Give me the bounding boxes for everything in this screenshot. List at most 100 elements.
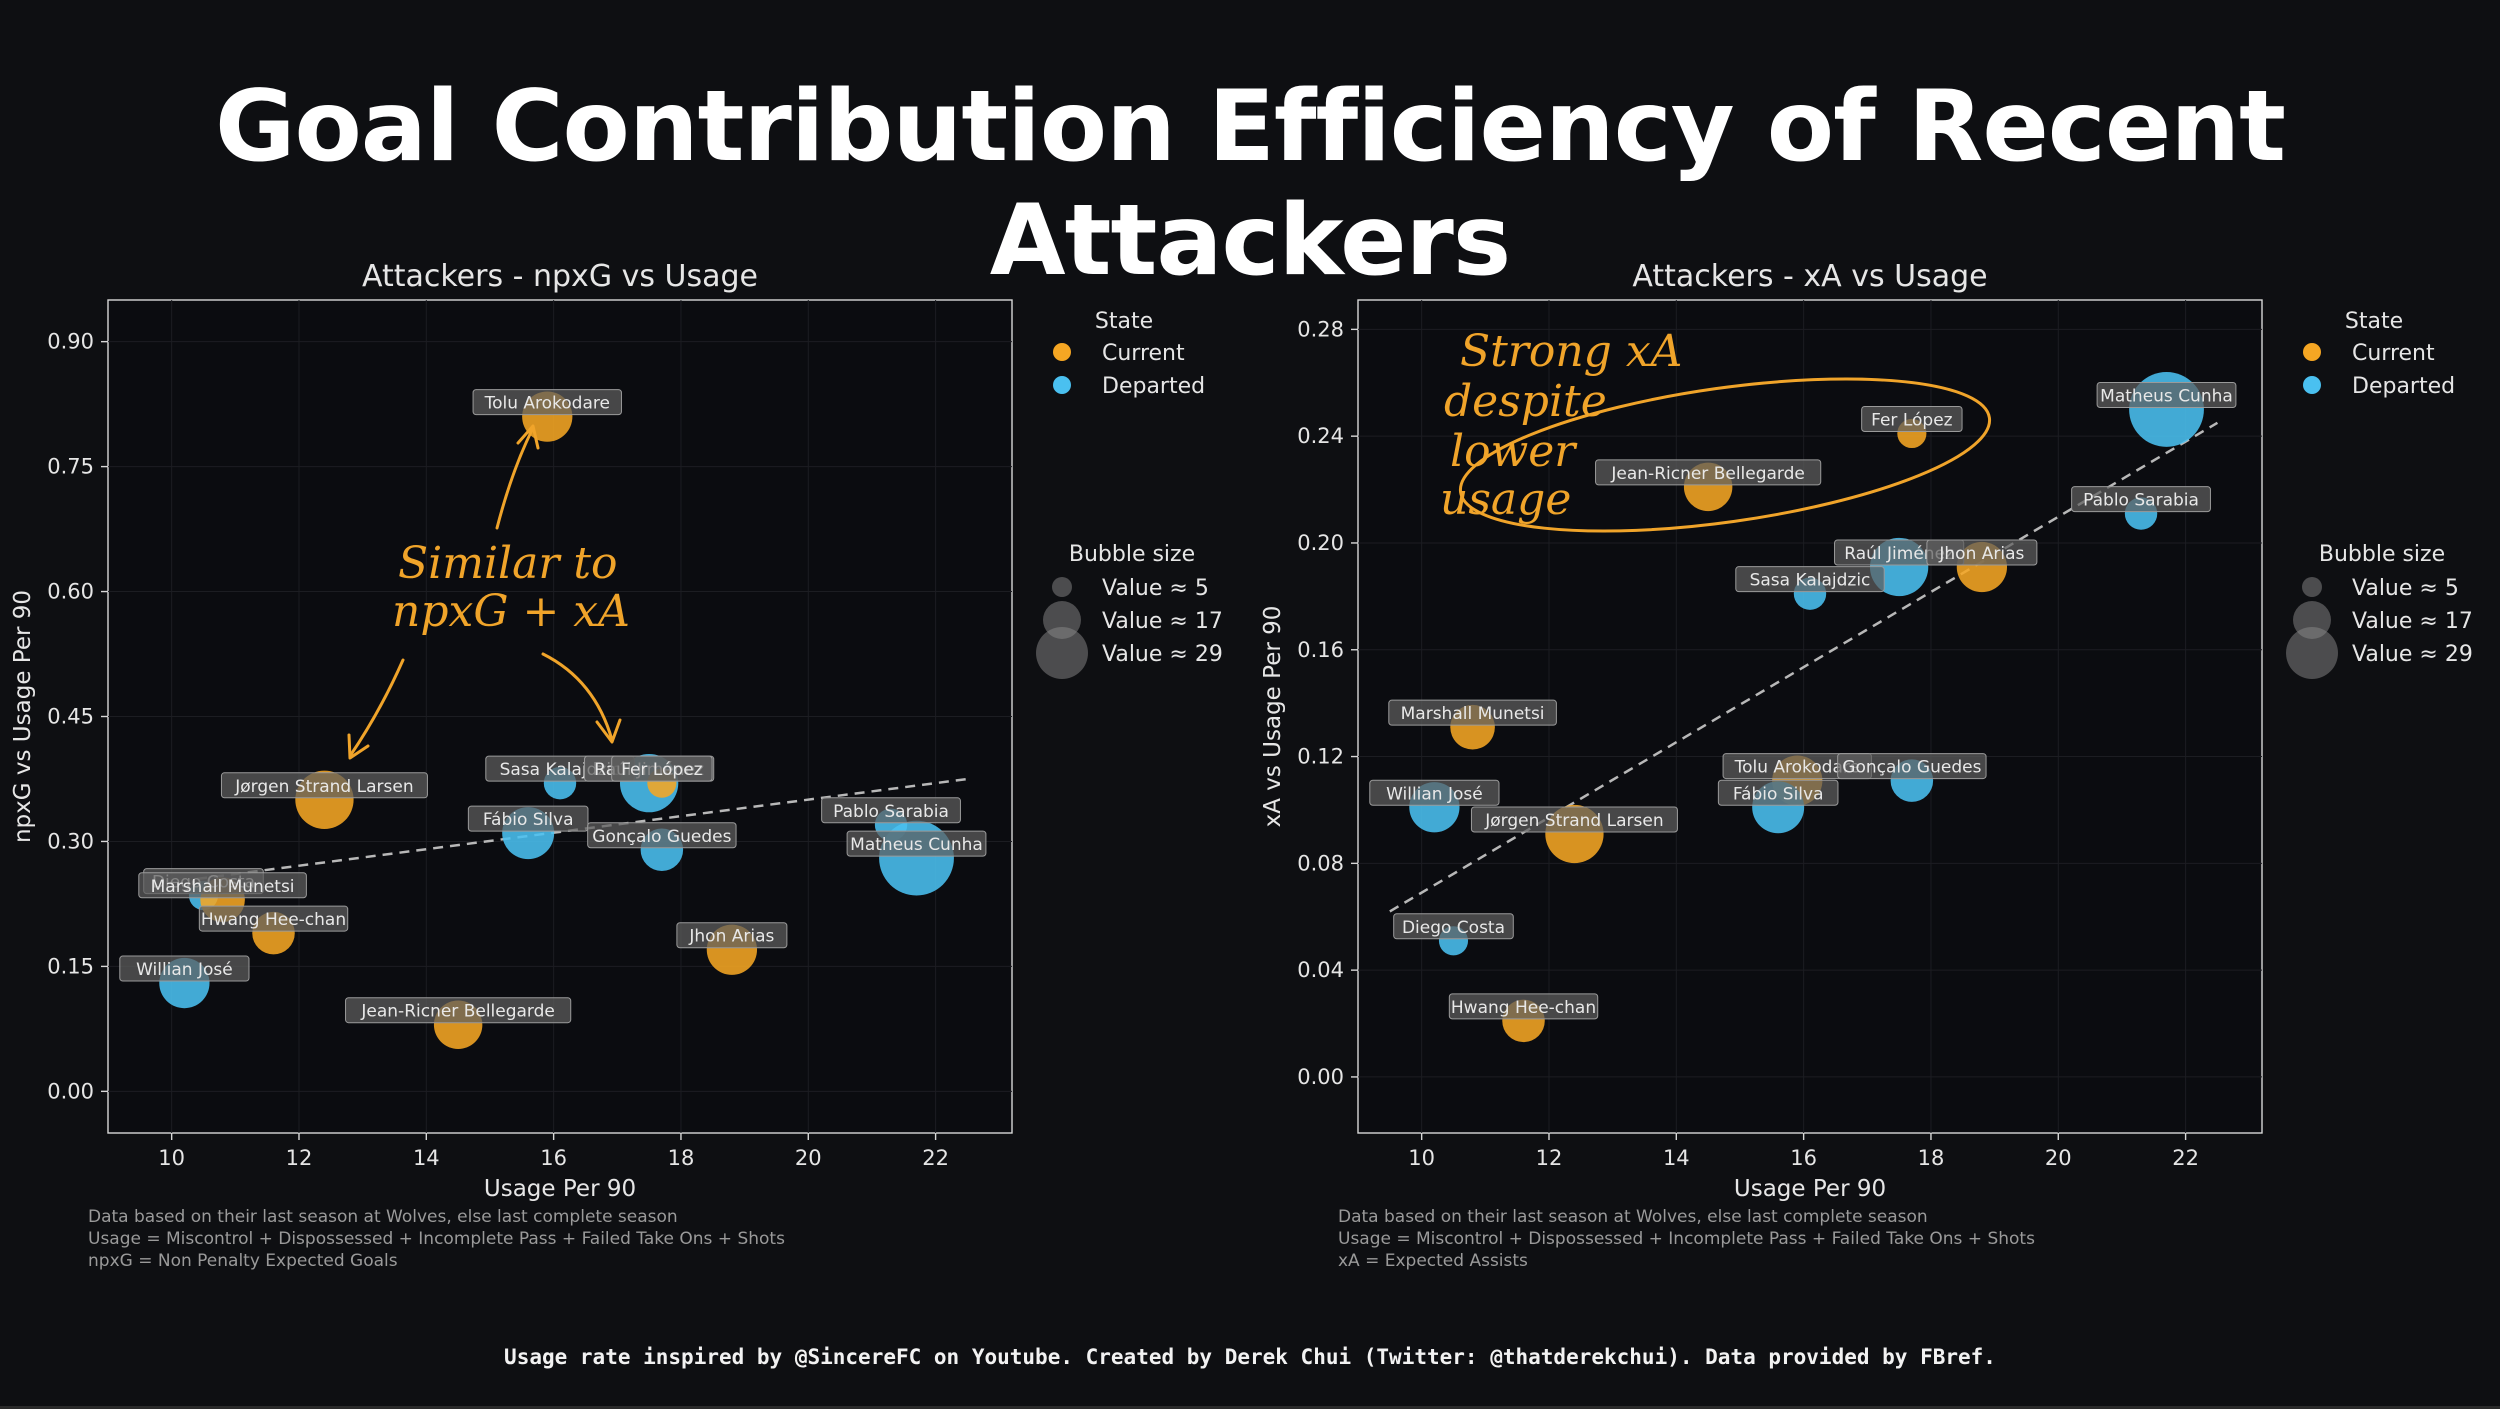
y-tick-label: 0.24: [1297, 424, 1344, 448]
chart-note: Data based on their last season at Wolve…: [1338, 1207, 1928, 1227]
x-axis-label: Usage Per 90: [1734, 1176, 1886, 1202]
x-tick-label: 18: [668, 1146, 695, 1170]
point-label: Fábio Silva: [467, 805, 589, 832]
chart-title: Attackers - npxG vs Usage: [362, 259, 758, 294]
legend-swatch-current: [2303, 343, 2321, 361]
label-text: Willian José: [136, 960, 233, 980]
y-tick-label: 0.75: [47, 455, 94, 479]
label-box: [220, 772, 428, 799]
x-tick-label: 18: [1918, 1146, 1945, 1170]
legend-swatch-departed: [2303, 376, 2321, 394]
label-box: [1717, 779, 1839, 806]
y-tick-label: 0.90: [47, 330, 94, 354]
legend-size-label: Value ≈ 5: [1102, 576, 1209, 601]
point-label: Matheus Cunha: [846, 830, 987, 857]
label-text: Fábio Silva: [483, 810, 574, 830]
label-text: Willian José: [1386, 784, 1483, 804]
label-text: Sasa Kalajdzic: [1750, 571, 1871, 591]
y-tick-label: 0.08: [1297, 851, 1344, 875]
x-tick-label: 10: [158, 1146, 185, 1170]
label-box: [138, 872, 307, 899]
chart-note: Usage = Miscontrol + Dispossessed + Inco…: [1338, 1229, 2035, 1249]
point-label: Gonçalo Guedes: [587, 822, 737, 849]
point-label: Pablo Sarabia: [2071, 486, 2211, 513]
footer-credit: Usage rate inspired by @SincereFC on You…: [504, 1345, 1996, 1369]
x-tick-label: 14: [1663, 1146, 1690, 1170]
label-box: [587, 822, 737, 849]
legend-size-label: Value ≈ 29: [2352, 642, 2473, 667]
point-label: Sasa Kalajdzic: [1735, 566, 1885, 593]
arrow-down-left-icon: [348, 658, 405, 758]
point-label: Fer López: [1861, 405, 1963, 432]
chart-note: npxG = Non Penalty Expected Goals: [88, 1251, 398, 1271]
legend-size-title: Bubble size: [1069, 542, 1195, 567]
label-box: [1388, 699, 1557, 726]
label-text: Tolu Arokodare: [1734, 758, 1860, 778]
label-text: Pablo Sarabia: [2083, 491, 2199, 511]
point-label: Gonçalo Guedes: [1837, 753, 1987, 780]
annotation-text: npxG + xA: [392, 586, 630, 637]
label-box: [472, 389, 622, 416]
legend-state-label: Current: [2352, 341, 2435, 366]
y-tick-label: 0.30: [47, 829, 94, 853]
chart-note: Usage = Miscontrol + Dispossessed + Inco…: [88, 1229, 785, 1249]
label-box: [846, 830, 987, 857]
point-label: Tolu Arokodare: [472, 389, 622, 416]
label-text: Marshall Munetsi: [151, 877, 295, 897]
legend-size-label: Value ≈ 17: [1102, 609, 1223, 634]
point-label: Jean-Ricner Bellegarde: [1595, 459, 1822, 486]
label-text: Jhon Arias: [1938, 544, 2024, 564]
y-tick-label: 0.04: [1297, 958, 1344, 982]
x-tick-label: 12: [286, 1146, 313, 1170]
annotation-text: Strong xA: [1460, 326, 1682, 377]
legend-state-title: State: [1095, 309, 1153, 334]
arrowhead-icon: [516, 424, 540, 450]
x-tick-label: 16: [1790, 1146, 1817, 1170]
label-box: [1735, 566, 1885, 593]
chart-panel-2: Attackers - xA vs Usage 10 12 14 16 18 20 22 0.0…: [1260, 259, 2473, 1271]
legend-state-title: State: [2345, 309, 2403, 334]
legend: State Current Departed Bubble size Value ≈ 5…: [1036, 309, 1223, 679]
annotation-text: despite: [1444, 376, 1607, 427]
label-box: [198, 905, 349, 932]
arrow-down-right-icon: [541, 652, 614, 742]
point-label: Jean-Ricner Bellegarde: [345, 997, 572, 1024]
label-box: [821, 797, 961, 824]
chart-note: Data based on their last season at Wolve…: [88, 1207, 678, 1227]
label-box: [1926, 539, 2038, 566]
label-text: Fer López: [621, 760, 703, 780]
annotation-text: usage: [1440, 474, 1571, 525]
legend: State Current Departed Bubble size Value ≈ 5…: [2286, 309, 2473, 679]
y-tick-label: 0.45: [47, 705, 94, 729]
chart-panel-1: Attackers - npxG vs Usage 10 12 14 16 18 20 22 0…: [10, 259, 1223, 1271]
x-tick-label: 22: [922, 1146, 949, 1170]
label-box: [1595, 459, 1822, 486]
point-label: Fer López: [611, 755, 713, 782]
label-text: Jhon Arias: [688, 927, 774, 947]
label-text: Fábio Silva: [1733, 784, 1824, 804]
label-text: Hwang Hee-chan: [201, 910, 346, 930]
x-tick-label: 20: [795, 1146, 822, 1170]
y-axis: 0.00 0.04 0.08 0.12 0.16 0.20 0.24 0.28: [1297, 317, 2262, 1089]
y-tick-label: 0.15: [47, 954, 94, 978]
label-text: Gonçalo Guedes: [592, 827, 731, 847]
legend-size-bubble: [1052, 577, 1072, 597]
y-tick-label: 0.16: [1297, 638, 1344, 662]
x-tick-label: 14: [413, 1146, 440, 1170]
annotation-text: Similar to: [398, 538, 618, 589]
label-box: [1861, 405, 1963, 432]
label-box: [2096, 381, 2237, 408]
point-label: Fábio Silva: [1717, 779, 1839, 806]
y-tick-label: 0.00: [47, 1079, 94, 1103]
legend-swatch-current: [1053, 343, 1071, 361]
point-label: Marshall Munetsi: [1388, 699, 1557, 726]
y-axis-label: xA vs Usage Per 90: [1260, 606, 1286, 828]
x-tick-label: 16: [540, 1146, 567, 1170]
label-text: Fer López: [1871, 410, 1953, 430]
y-tick-label: 0.60: [47, 580, 94, 604]
label-text: Pablo Sarabia: [833, 802, 949, 822]
label-text: Diego Costa: [1402, 918, 1505, 938]
label-text: Gonçalo Guedes: [1842, 758, 1981, 778]
